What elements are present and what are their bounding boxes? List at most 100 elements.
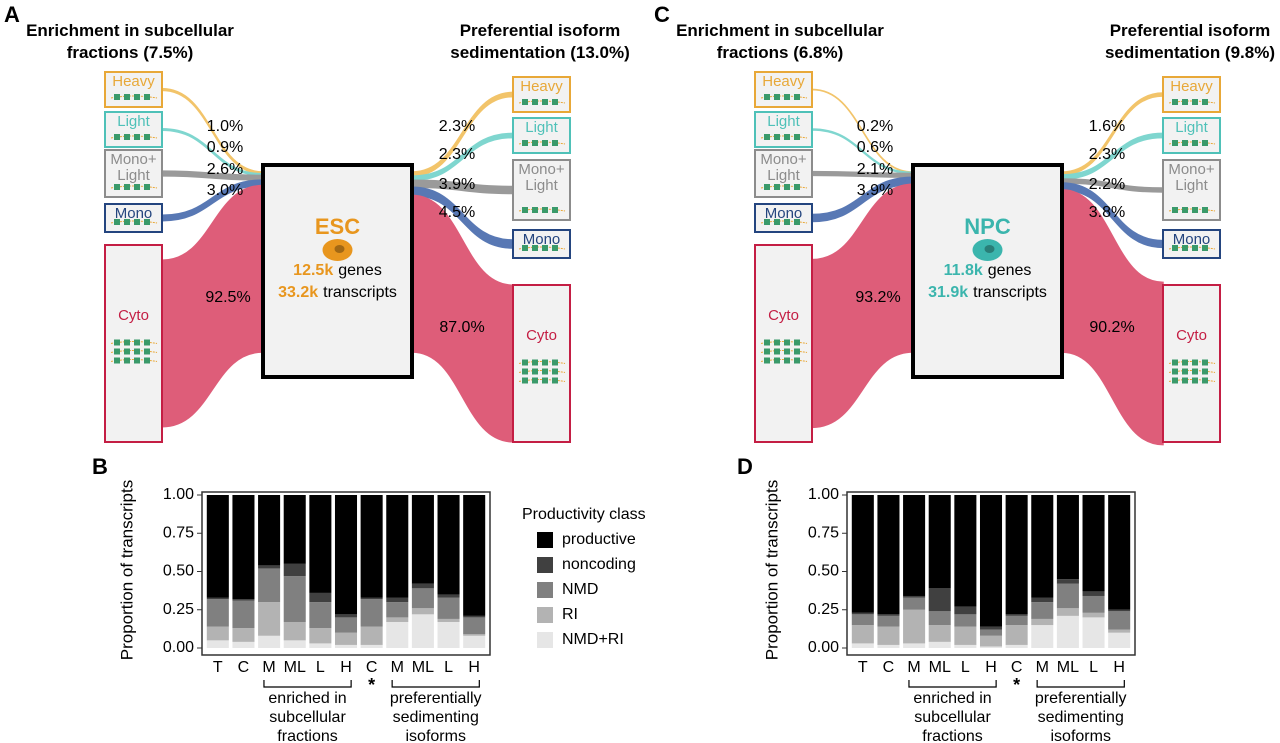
bar-segment (360, 495, 383, 598)
ribosome-icon (1172, 368, 1178, 375)
ribosome-icon (114, 94, 120, 100)
bar-segment (1056, 495, 1079, 580)
bar-segment (1082, 595, 1105, 613)
ribosome-icon (144, 94, 150, 100)
bar-segment (437, 495, 460, 595)
center-box (261, 163, 414, 379)
flow-label: 2.3% (439, 118, 475, 135)
node-label: Heavy (112, 73, 155, 90)
node-label: Light (767, 113, 800, 130)
bar-segment (411, 614, 434, 648)
cell-icon (972, 239, 1003, 261)
bar-segment (877, 644, 900, 648)
bar-segment (928, 625, 951, 642)
ribosome-icon (1192, 359, 1198, 366)
y-tick-label: 0.75 (163, 524, 194, 541)
ribosome-icon (134, 219, 140, 225)
bar-segment (463, 615, 486, 618)
panel-label: D (737, 454, 753, 479)
ribosome-icon (784, 339, 790, 346)
bar-segment (954, 614, 977, 627)
bar-segment (928, 641, 951, 648)
bar-segment (206, 626, 229, 641)
bar-segment (309, 643, 332, 648)
ribosome-icon (144, 348, 150, 355)
bar-segment (1108, 629, 1131, 633)
y-tick-label: 0.50 (808, 563, 839, 580)
bar-segment (437, 621, 460, 648)
center-stat: 31.9k transcripts (928, 284, 1047, 301)
x-tick-label: ML (1057, 659, 1079, 676)
cell-icon (322, 239, 353, 261)
node-box (1162, 117, 1221, 154)
node-label: Mono (114, 205, 153, 222)
node-label: Mono+Light (760, 151, 807, 184)
node-box (754, 71, 813, 108)
legend-label: productive (562, 531, 636, 548)
ribosome-icon (114, 339, 120, 346)
node-label: Mono+Light (110, 151, 157, 184)
ribosome-icon (144, 184, 150, 190)
bar-segment (411, 583, 434, 589)
legend-swatch (537, 582, 553, 598)
bar-segment (309, 602, 332, 629)
ribosome-icon (794, 357, 800, 364)
x-tick-label: C (1011, 659, 1023, 676)
ribosome-icon (764, 357, 770, 364)
ribosome-icon (1172, 207, 1178, 213)
x-tick-label: M (262, 659, 275, 676)
bar-segment (851, 625, 874, 644)
bar-segment (232, 628, 255, 642)
bar-segment (903, 643, 926, 648)
flow-label: 1.0% (207, 118, 243, 135)
ribosome-icon (774, 94, 780, 100)
ribosome-icon (1192, 140, 1198, 146)
bar-segment (1056, 583, 1079, 609)
bar-segment (463, 617, 486, 635)
x-tick-label: ML (284, 659, 306, 676)
ribosome-icon (1202, 368, 1208, 375)
x-tick-label: H (340, 659, 352, 676)
ribosome-icon (784, 184, 790, 190)
ribosome-icon (1202, 140, 1208, 146)
legend-swatch (537, 632, 553, 648)
ribosome-icon (764, 339, 770, 346)
ribosome-icon (784, 357, 790, 364)
bar-segment (979, 646, 1003, 648)
flow-label: 92.5% (205, 289, 250, 306)
bar-segment (877, 615, 900, 627)
ribosome-icon (124, 219, 130, 225)
ribosome-icon (144, 357, 150, 364)
stat-number: 31.9k (928, 284, 968, 301)
node-label: Light (525, 119, 558, 136)
y-axis-label: Proportion of transcripts (762, 480, 781, 660)
bar-segment (334, 614, 358, 618)
bar-segment (954, 495, 977, 607)
left-title: Enrichment in subcellular fractions (6.8… (676, 21, 884, 62)
ribosome-icon (532, 368, 538, 375)
x-tick-label: M (391, 659, 404, 676)
ribosome-icon (794, 219, 800, 225)
flow-label: 3.0% (207, 182, 243, 199)
flow-label: 3.9% (857, 182, 893, 199)
ribosome-icon (134, 134, 140, 140)
bar-segment (360, 626, 383, 645)
ribosome-icon (1182, 207, 1188, 213)
y-tick-label: 1.00 (808, 486, 839, 503)
bar-segment (334, 644, 358, 648)
node-box (754, 244, 813, 443)
ribosome-icon (124, 94, 130, 100)
ribosome-icon (774, 348, 780, 355)
ribosome-icon (114, 184, 120, 190)
x-tick-label: C (238, 659, 250, 676)
legend-swatch (537, 557, 553, 573)
center-stat: 11.8k genes (944, 262, 1032, 279)
flow-label: 93.2% (855, 289, 900, 306)
ribosome-icon (1202, 207, 1208, 213)
stat-unit: transcripts (323, 284, 397, 301)
bar-segment (1108, 632, 1131, 648)
right-title: Preferential isoform sedimentation (13.0… (450, 21, 630, 62)
y-tick-label: 0.00 (808, 639, 839, 656)
ribosome-icon (1202, 99, 1208, 105)
bar-segment (463, 634, 486, 636)
